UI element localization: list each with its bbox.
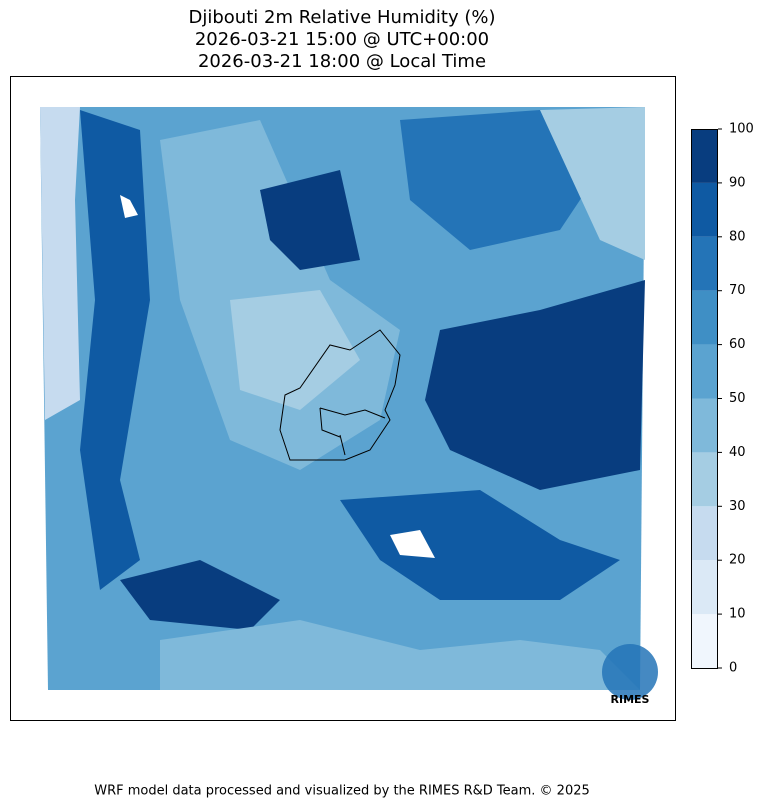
colorbar-band [691,344,718,399]
colorbar-band [691,506,718,561]
colorbar-band [691,290,718,345]
title-line: 2026-03-21 15:00 @ UTC+00:00 [195,29,489,50]
logo-emblem [602,644,658,700]
colorbar-tick-label: 40 [729,445,746,460]
footer: WRF model data processed and visualized … [94,784,590,799]
logo-text: RIMES [611,693,650,706]
map-field [40,107,645,690]
colorbar-outline [691,129,718,669]
colorbar-tick-label: 100 [729,122,754,137]
colorbar-band [691,129,718,183]
colorbar-tick-label: 10 [729,607,746,622]
colorbar: 0 10 20 30 40 50 60 70 80 90 100 [691,122,754,676]
colorbar-tick-label: 80 [729,229,746,244]
colorbar-tick-label: 30 [729,499,746,514]
colorbar-tick-label: 60 [729,337,746,352]
title-line: 2026-03-21 18:00 @ Local Time [198,51,486,72]
colorbar-band [691,236,718,291]
country-border [279,329,401,461]
colorbar-tick-label: 70 [729,283,746,298]
colorbar-band [691,182,718,237]
colorbar-tick-label: 0 [729,661,737,676]
colorbar-band [691,560,718,615]
colorbar-tick-label: 50 [729,391,746,406]
colorbar-band [691,614,718,668]
colorbar-band [691,398,718,453]
colorbar-band [691,452,718,507]
title-line: Djibouti 2m Relative Humidity (%) [189,7,496,28]
colorbar-tick-label: 20 [729,553,746,568]
colorbar-tick-label: 90 [729,175,746,190]
